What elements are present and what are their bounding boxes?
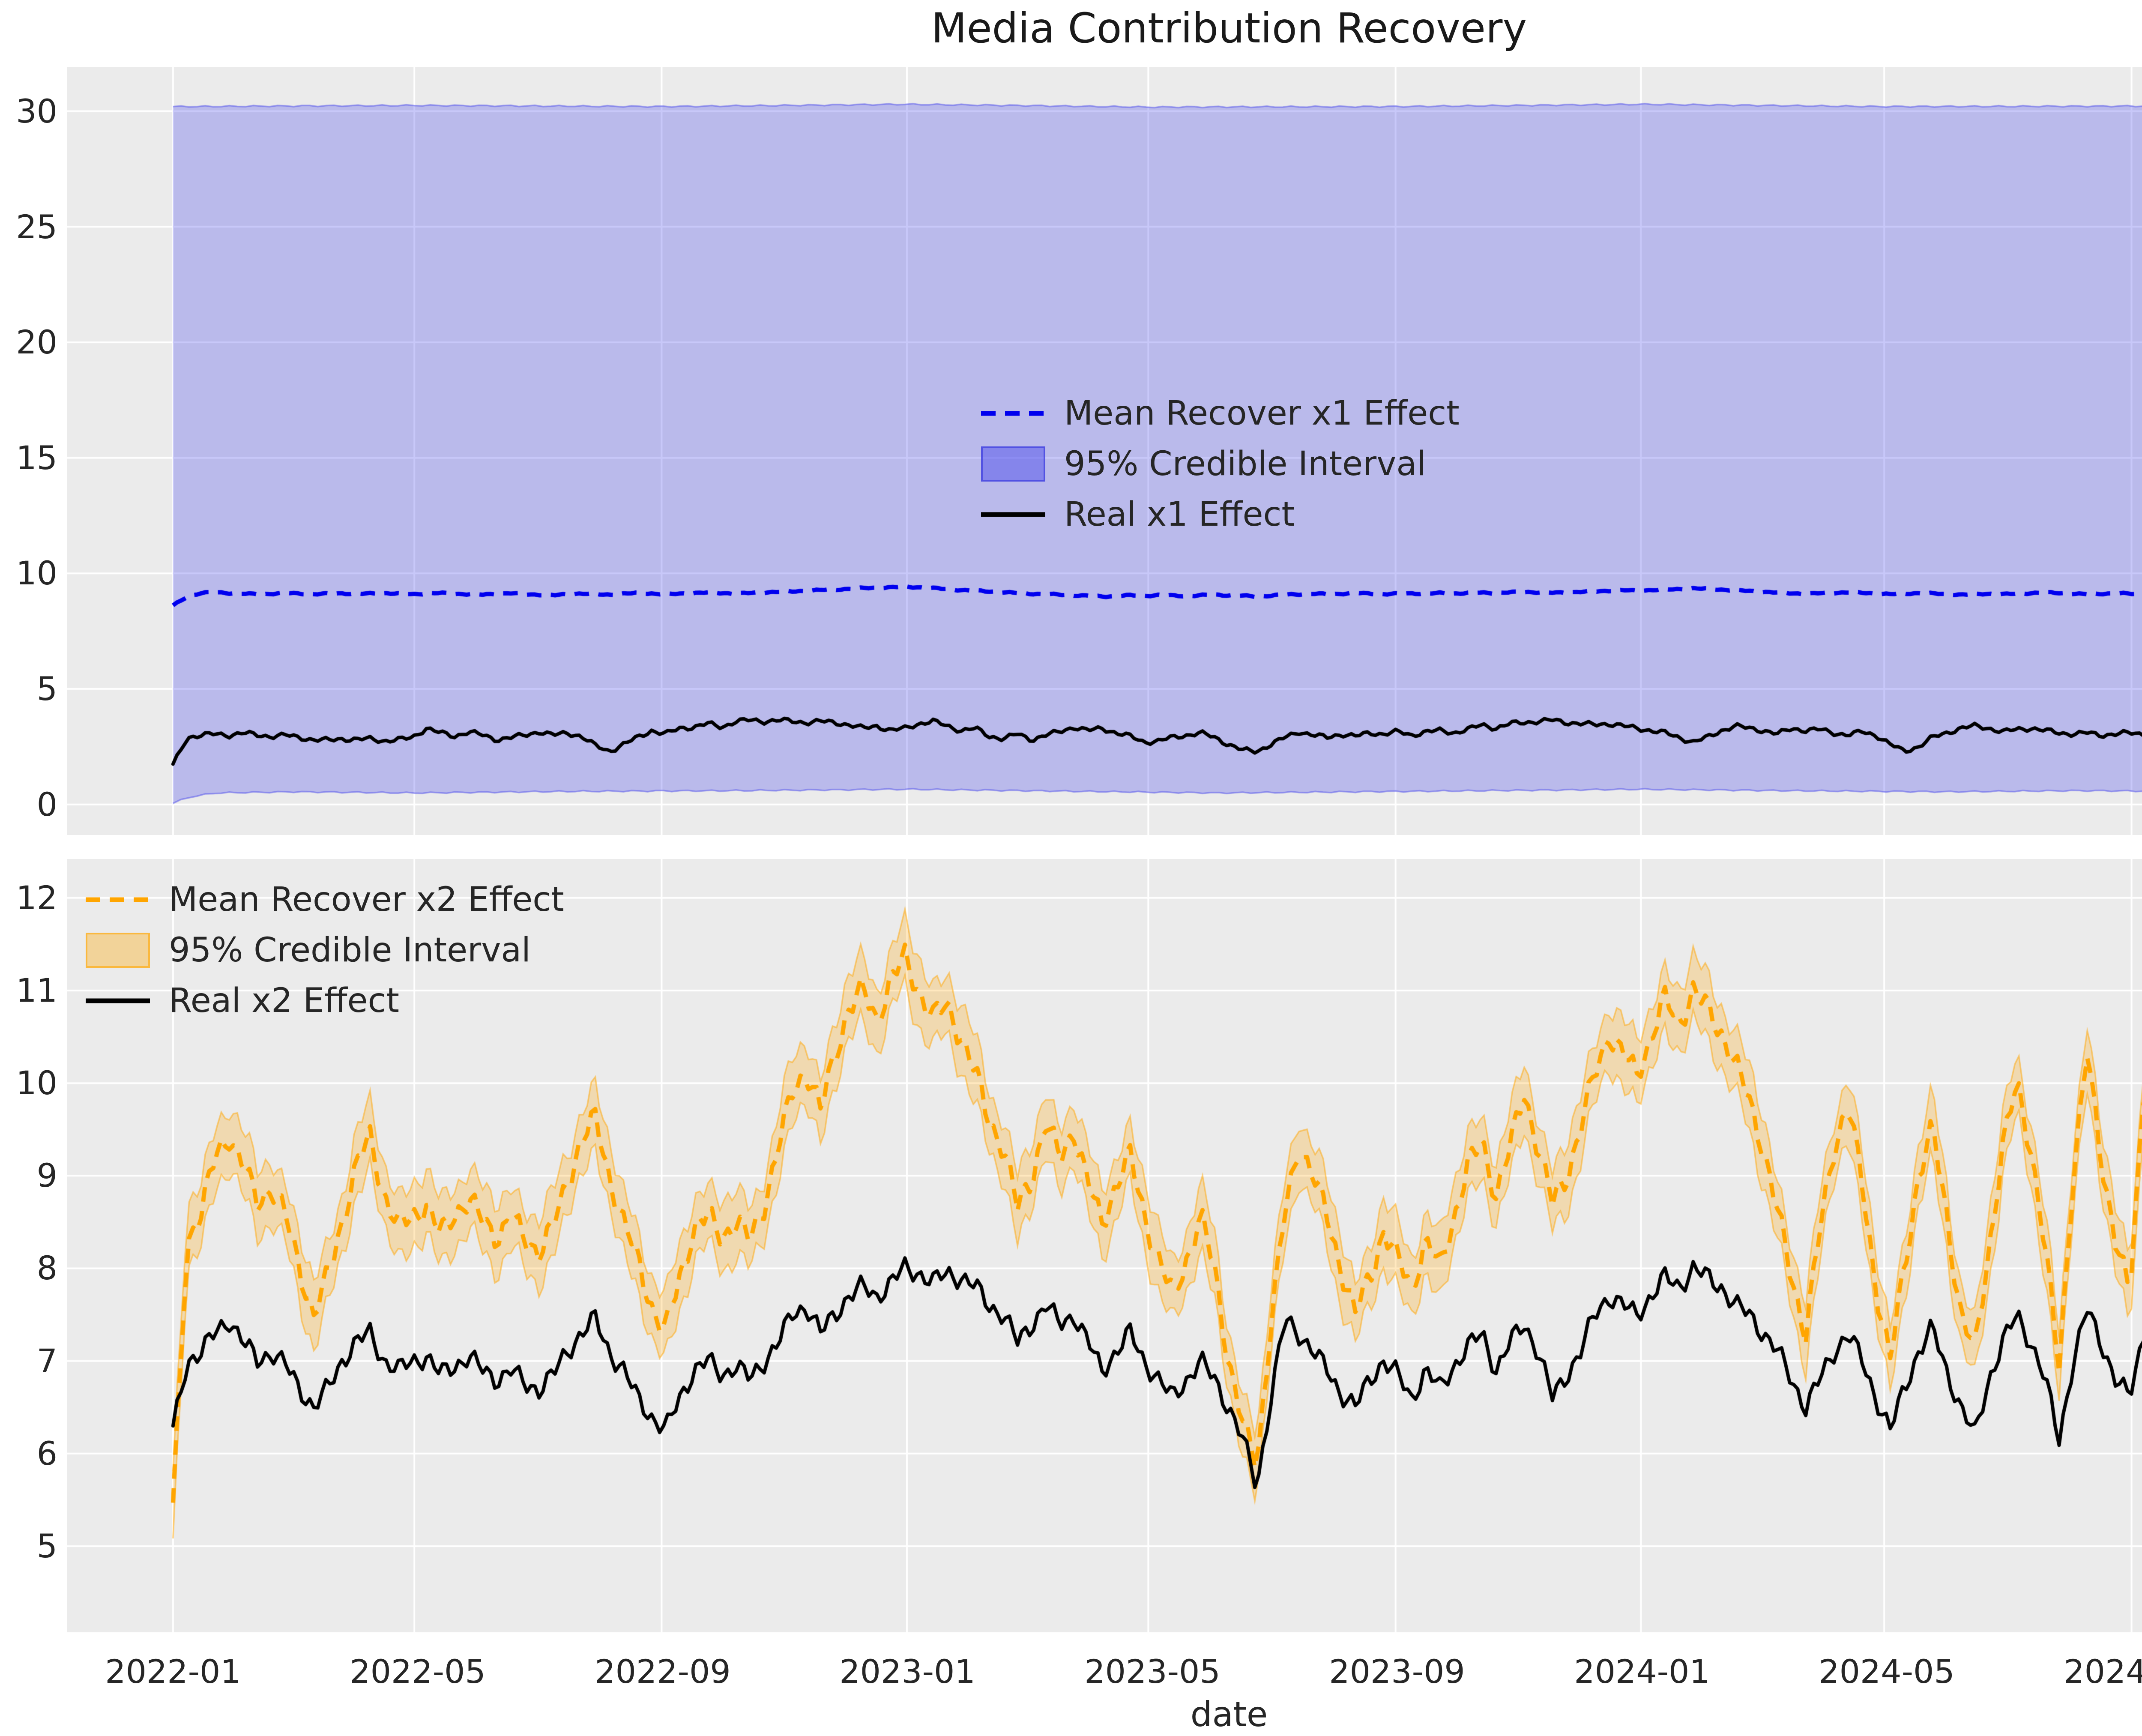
xtick-2023-09: 2023-09 <box>1329 1652 1465 1691</box>
xtick-2024-01: 2024-01 <box>1574 1652 1710 1691</box>
bottom-ytick-9: 9 <box>36 1156 57 1194</box>
top-legend-mean-row: Mean Recover x1 Effect <box>981 394 1460 433</box>
bottom-legend: Mean Recover x2 Effect 95% Credible Inte… <box>86 880 564 1020</box>
bottom-ytick-6: 6 <box>36 1434 57 1473</box>
top-ytick-5: 5 <box>36 670 57 708</box>
chart-title: Media Contribution Recovery <box>931 4 1527 52</box>
top-plot-area <box>67 67 2142 835</box>
top-ytick-10: 10 <box>16 554 57 592</box>
xtick-2022-01: 2022-01 <box>105 1652 241 1691</box>
solid-line-swatch-icon <box>981 512 1045 517</box>
solid-line-swatch-icon <box>86 998 150 1003</box>
xtick-2022-09: 2022-09 <box>595 1652 731 1691</box>
xtick-2023-01: 2023-01 <box>839 1652 975 1691</box>
bottom-legend-band-row: 95% Credible Interval <box>86 931 564 970</box>
top-ytick-0: 0 <box>36 785 57 823</box>
xtick-2024-09: 2024-09 <box>2064 1652 2142 1691</box>
dashed-line-swatch-icon <box>86 897 150 902</box>
top-legend-real-row: Real x1 Effect <box>981 495 1460 534</box>
bottom-ytick-7: 7 <box>36 1342 57 1380</box>
top-ytick-20: 20 <box>16 323 57 361</box>
bottom-plot-area <box>67 859 2142 1632</box>
bottom-legend-mean-label: Mean Recover x2 Effect <box>169 880 564 919</box>
xtick-2023-05: 2023-05 <box>1084 1652 1221 1691</box>
top-legend: Mean Recover x1 Effect 95% Credible Inte… <box>981 394 1460 534</box>
top-legend-band-label: 95% Credible Interval <box>1064 445 1426 483</box>
top-legend-mean-label: Mean Recover x1 Effect <box>1064 394 1460 433</box>
bottom-legend-real-label: Real x2 Effect <box>169 982 400 1020</box>
band-patch-swatch-icon <box>86 933 150 968</box>
bottom-legend-mean-row: Mean Recover x2 Effect <box>86 880 564 919</box>
bottom-ytick-10: 10 <box>16 1064 57 1102</box>
top-ytick-30: 30 <box>16 92 57 130</box>
bottom-legend-band-label: 95% Credible Interval <box>169 931 531 970</box>
top-legend-real-label: Real x1 Effect <box>1064 495 1295 534</box>
top-ytick-15: 15 <box>16 439 57 477</box>
top-ytick-25: 25 <box>16 208 57 246</box>
bottom-plot-canvas <box>67 859 2142 1632</box>
top-plot-canvas <box>67 67 2142 835</box>
bottom-legend-real-row: Real x2 Effect <box>86 982 564 1020</box>
xtick-2024-05: 2024-05 <box>1819 1652 1955 1691</box>
bottom-ytick-11: 11 <box>16 971 57 1009</box>
bottom-ytick-12: 12 <box>16 879 57 917</box>
band-patch-swatch-icon <box>981 446 1045 482</box>
bottom-ytick-8: 8 <box>36 1249 57 1287</box>
dashed-line-swatch-icon <box>981 411 1045 416</box>
top-legend-band-row: 95% Credible Interval <box>981 445 1460 483</box>
xtick-2022-05: 2022-05 <box>350 1652 486 1691</box>
bottom-ytick-5: 5 <box>36 1527 57 1565</box>
x-axis-label: date <box>1190 1694 1268 1734</box>
